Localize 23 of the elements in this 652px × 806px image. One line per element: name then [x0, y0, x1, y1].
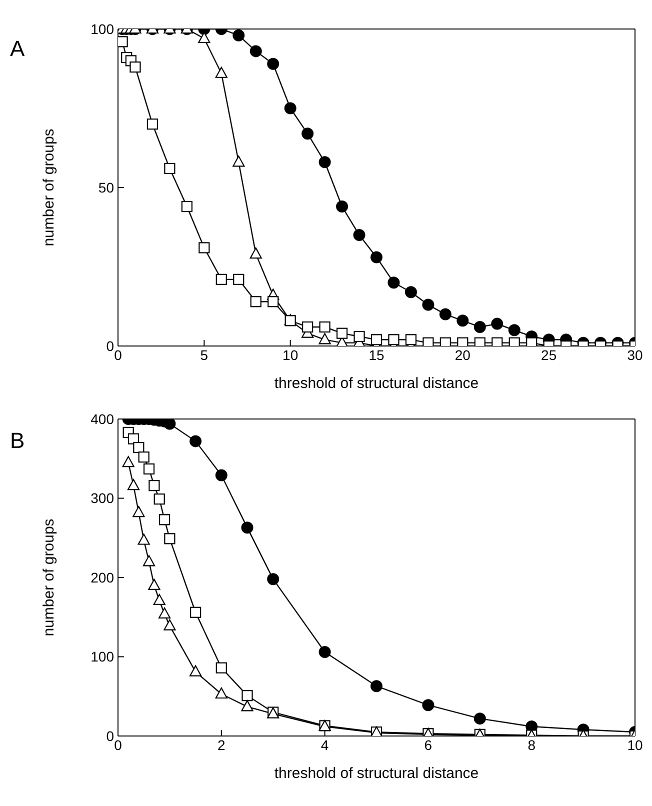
x-tick-label: 20: [454, 346, 471, 363]
y-tick-label: 50: [98, 179, 114, 196]
x-tick-label: 4: [320, 736, 329, 753]
x-tick-label: 10: [282, 346, 298, 363]
y-tick-label: 300: [90, 490, 114, 506]
y-axis-title: number of groups: [40, 128, 58, 246]
y-tick-label: 200: [90, 569, 114, 586]
y-tick-label: 400: [90, 410, 114, 427]
x-tick-label: 25: [541, 346, 557, 363]
y-tick-label: 100: [90, 20, 114, 37]
y-axis-title: number of groups: [40, 518, 58, 636]
x-tick-label: 8: [528, 736, 536, 753]
chart-title: A: [10, 36, 25, 62]
x-tick-label: 2: [218, 736, 226, 753]
x-tick-label: 10: [627, 736, 643, 753]
x-tick-label: 30: [627, 346, 643, 363]
chart-title: B: [10, 428, 25, 454]
y-tick-label: 100: [90, 648, 114, 665]
x-tick-label: 6: [424, 736, 432, 753]
x-tick-label: 5: [200, 346, 208, 363]
x-axis-title: threshold of structural distance: [274, 375, 479, 392]
x-axis-title: threshold of structural distance: [274, 765, 479, 782]
x-tick-label: 15: [368, 346, 384, 363]
